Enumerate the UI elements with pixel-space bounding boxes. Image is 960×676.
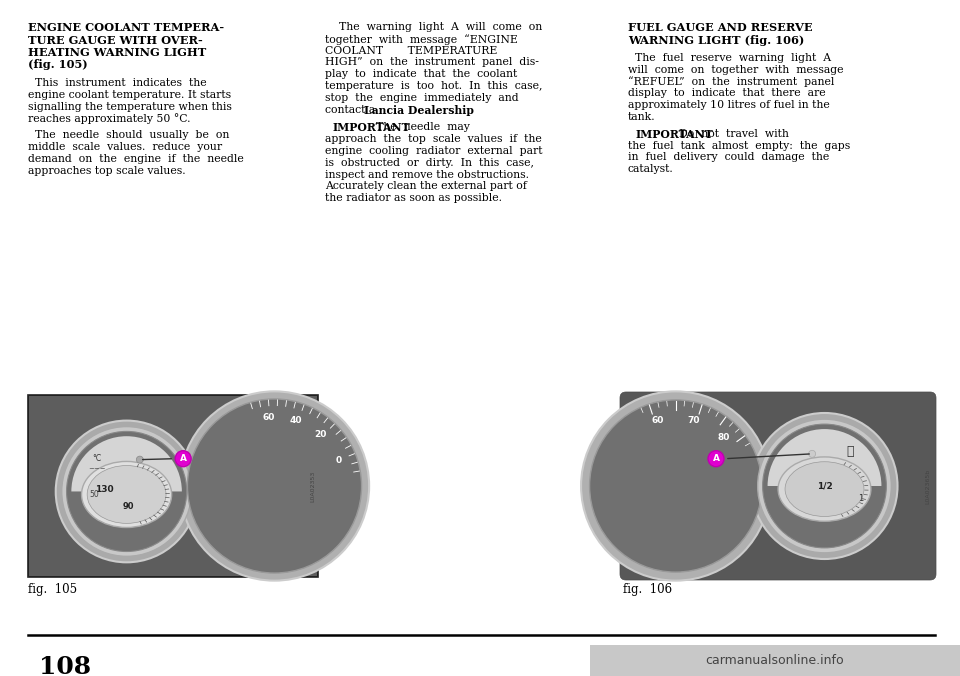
Text: 1: 1: [858, 494, 863, 503]
Text: 90: 90: [123, 502, 134, 510]
Text: together  with  message  “ENGINE: together with message “ENGINE: [325, 34, 517, 45]
Text: 1/2: 1/2: [817, 481, 832, 490]
Text: Do  not  travel  with: Do not travel with: [672, 129, 788, 139]
Text: A: A: [180, 454, 186, 463]
Bar: [590, 645, 960, 676]
Bar: [28, 395, 318, 577]
Text: approach  the  top  scale  values  if  the: approach the top scale values if the: [325, 135, 541, 144]
Text: Lancia Dealership: Lancia Dealership: [365, 105, 474, 116]
Circle shape: [180, 391, 370, 581]
Text: TURE GAUGE WITH OVER-: TURE GAUGE WITH OVER-: [28, 34, 203, 45]
Text: COOLANT       TEMPERATURE: COOLANT TEMPERATURE: [325, 45, 497, 55]
Circle shape: [589, 400, 762, 572]
Text: display  to  indicate  that  there  are: display to indicate that there are: [628, 89, 826, 99]
Text: ~~~: ~~~: [87, 466, 106, 472]
Circle shape: [808, 450, 816, 458]
Text: 40: 40: [290, 416, 302, 425]
Text: carmanualsonline.info: carmanualsonline.info: [706, 654, 844, 667]
Text: signalling the temperature when this: signalling the temperature when this: [28, 101, 232, 112]
Text: 108: 108: [39, 655, 91, 676]
Circle shape: [61, 427, 191, 556]
Bar: [29, 396, 317, 576]
Text: The  needle  may: The needle may: [369, 122, 469, 132]
Text: tank.: tank.: [628, 112, 656, 122]
Text: “REFUEL”  on  the  instrument  panel: “REFUEL” on the instrument panel: [628, 76, 834, 87]
Circle shape: [762, 424, 886, 548]
Ellipse shape: [87, 466, 166, 523]
Text: approaches top scale values.: approaches top scale values.: [28, 166, 185, 176]
Text: WARNING LIGHT (fig. 106): WARNING LIGHT (fig. 106): [628, 34, 804, 45]
Text: L0A02365b: L0A02365b: [925, 468, 930, 504]
Text: The  fuel  reserve  warning  light  A: The fuel reserve warning light A: [628, 53, 831, 63]
Text: IMPORTANT: IMPORTANT: [332, 122, 410, 133]
Ellipse shape: [82, 462, 172, 527]
Text: IMPORTANT: IMPORTANT: [636, 129, 713, 140]
Text: reaches approximately 50 °C.: reaches approximately 50 °C.: [28, 114, 190, 124]
Circle shape: [136, 456, 143, 463]
Text: fig.  106: fig. 106: [623, 583, 672, 596]
Text: .: .: [425, 105, 429, 115]
Bar: [624, 396, 932, 576]
Text: The  needle  should  usually  be  on: The needle should usually be on: [28, 130, 229, 140]
Text: the radiator as soon as possible.: the radiator as soon as possible.: [325, 193, 502, 203]
Bar: [623, 395, 933, 577]
Text: (fig. 105): (fig. 105): [28, 59, 87, 70]
Text: play  to  indicate  that  the  coolant: play to indicate that the coolant: [325, 69, 517, 79]
Text: fig.  105: fig. 105: [28, 583, 77, 596]
Wedge shape: [71, 436, 181, 491]
Text: FUEL GAUGE AND RESERVE: FUEL GAUGE AND RESERVE: [628, 22, 812, 33]
Ellipse shape: [785, 462, 864, 516]
Text: 130: 130: [95, 485, 113, 494]
FancyBboxPatch shape: [620, 392, 936, 580]
Text: 60: 60: [652, 416, 664, 425]
Text: 20: 20: [315, 430, 327, 439]
Circle shape: [757, 419, 891, 553]
Text: is  obstructed  or  dirty.  In  this  case,: is obstructed or dirty. In this case,: [325, 158, 534, 168]
Text: stop  the  engine  immediately  and: stop the engine immediately and: [325, 93, 518, 103]
Text: Accurately clean the external part of: Accurately clean the external part of: [325, 181, 527, 191]
Circle shape: [752, 413, 898, 559]
Bar: [29, 396, 317, 576]
Text: will  come  on  together  with  message: will come on together with message: [628, 65, 844, 75]
Text: A: A: [712, 454, 719, 463]
Text: inspect and remove the obstructions.: inspect and remove the obstructions.: [325, 170, 529, 180]
Circle shape: [56, 420, 198, 562]
Text: 50: 50: [89, 490, 99, 499]
Text: HIGH”  on  the  instrument  panel  dis-: HIGH” on the instrument panel dis-: [325, 57, 539, 68]
Text: contact a: contact a: [325, 105, 382, 115]
Text: middle  scale  values.  reduce  your: middle scale values. reduce your: [28, 142, 222, 152]
Ellipse shape: [779, 457, 871, 521]
Wedge shape: [768, 429, 881, 486]
Text: HEATING WARNING LIGHT: HEATING WARNING LIGHT: [28, 47, 206, 58]
Text: 60: 60: [262, 412, 275, 422]
Text: engine  cooling  radiator  external  part: engine cooling radiator external part: [325, 146, 542, 156]
Text: This  instrument  indicates  the: This instrument indicates the: [28, 78, 206, 88]
Circle shape: [187, 399, 362, 573]
Text: L0A02353: L0A02353: [310, 470, 316, 502]
Circle shape: [581, 391, 770, 581]
Circle shape: [175, 451, 191, 466]
Text: approximately 10 litres of fuel in the: approximately 10 litres of fuel in the: [628, 100, 829, 110]
Text: in  fuel  delivery  could  damage  the: in fuel delivery could damage the: [628, 152, 829, 162]
Text: 70: 70: [687, 416, 700, 425]
Text: ENGINE COOLANT TEMPERA-: ENGINE COOLANT TEMPERA-: [28, 22, 224, 33]
Text: ⛽: ⛽: [847, 445, 854, 458]
Text: demand  on  the  engine  if  the  needle: demand on the engine if the needle: [28, 154, 244, 164]
Circle shape: [708, 451, 724, 466]
Text: °C: °C: [92, 454, 101, 463]
Text: the  fuel  tank  almost  empty:  the  gaps: the fuel tank almost empty: the gaps: [628, 141, 851, 151]
Text: temperature  is  too  hot.  In  this  case,: temperature is too hot. In this case,: [325, 81, 542, 91]
Text: catalyst.: catalyst.: [628, 164, 674, 174]
Text: The  warning  light  A  will  come  on: The warning light A will come on: [325, 22, 542, 32]
Text: engine coolant temperature. It starts: engine coolant temperature. It starts: [28, 90, 231, 100]
Text: 80: 80: [718, 433, 730, 442]
Circle shape: [66, 431, 186, 552]
Text: 0: 0: [335, 456, 342, 464]
